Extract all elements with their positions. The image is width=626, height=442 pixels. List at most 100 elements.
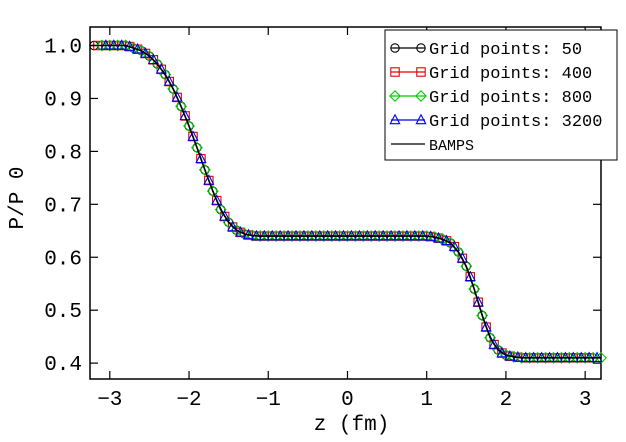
data-point — [226, 220, 239, 232]
data-point — [396, 230, 409, 243]
data-point — [155, 62, 167, 74]
data-point — [246, 229, 259, 242]
data-point — [476, 309, 489, 322]
data-point — [464, 270, 476, 282]
legend-marker — [390, 67, 400, 77]
data-point — [488, 338, 500, 349]
y-axis-label: P/P 0 — [7, 166, 30, 229]
data-point — [460, 260, 473, 273]
data-point — [278, 230, 291, 243]
x-tick-label: 3 — [579, 389, 592, 412]
data-point — [531, 351, 544, 364]
data-point — [468, 283, 481, 295]
data-point — [151, 58, 164, 71]
data-point — [301, 230, 314, 243]
data-point — [184, 121, 194, 131]
data-point — [187, 130, 199, 141]
legend-marker — [389, 113, 401, 125]
data-point — [192, 142, 202, 153]
data-point — [507, 350, 520, 363]
data-point — [309, 230, 322, 243]
data-point — [389, 230, 401, 243]
legend-item: BAMPS — [391, 138, 474, 155]
data-point — [254, 230, 267, 243]
data-point — [420, 230, 433, 243]
x-axis-label: z (fm) — [314, 414, 390, 437]
data-point — [579, 351, 592, 364]
data-point — [190, 141, 203, 154]
data-point — [176, 101, 186, 112]
data-point — [262, 230, 275, 243]
data-point — [469, 284, 479, 294]
legend-item: Grid points: 800 — [389, 89, 592, 108]
y-tick-label: 0.8 — [44, 142, 82, 165]
data-point — [111, 39, 124, 52]
data-point — [373, 230, 386, 243]
data-point — [195, 152, 207, 164]
data-point — [183, 120, 196, 132]
data-point — [175, 100, 188, 113]
data-point — [480, 320, 492, 332]
legend-label: Grid points: 50 — [429, 41, 582, 60]
data-point — [208, 186, 218, 196]
x-tick-label: 2 — [500, 389, 513, 412]
data-point — [293, 230, 306, 243]
y-tick-label: 1.0 — [44, 37, 82, 60]
x-tick-label: 0 — [341, 389, 354, 412]
legend-marker — [389, 90, 401, 102]
data-point — [179, 109, 191, 121]
data-point — [163, 75, 175, 86]
data-point — [571, 351, 584, 364]
data-point — [214, 203, 227, 216]
legend-marker — [415, 90, 427, 102]
data-point — [317, 230, 330, 243]
data-point — [206, 185, 219, 198]
data-point — [200, 165, 210, 175]
data-point — [203, 174, 215, 185]
legend-marker — [415, 113, 427, 125]
legend-marker — [416, 43, 426, 53]
data-point — [496, 346, 508, 358]
x-tick-label: 1 — [420, 389, 433, 412]
data-point — [349, 230, 362, 243]
data-point — [341, 230, 354, 243]
data-point — [325, 230, 338, 243]
legend-item: Grid points: 50 — [390, 41, 582, 60]
data-point — [539, 351, 552, 364]
y-tick-label: 0.6 — [44, 248, 82, 271]
series-layer — [89, 39, 607, 364]
data-point — [456, 251, 468, 263]
data-point — [147, 53, 159, 65]
y-tick-label: 0.4 — [44, 354, 82, 377]
data-point — [103, 39, 116, 52]
data-point — [365, 230, 378, 243]
data-point — [555, 351, 568, 364]
series-line — [90, 44, 601, 359]
data-point — [523, 351, 536, 364]
data-point — [472, 295, 484, 307]
data-point — [357, 230, 370, 243]
data-point — [95, 39, 108, 52]
data-point — [219, 210, 231, 221]
x-tick-label: −3 — [97, 389, 122, 412]
data-point — [198, 163, 211, 176]
data-point — [381, 230, 394, 243]
legend-label: Grid points: 400 — [429, 65, 592, 84]
data-point — [171, 91, 183, 102]
data-point — [515, 351, 528, 364]
data-point — [270, 230, 283, 243]
legend-label: BAMPS — [429, 138, 474, 155]
data-point — [333, 230, 346, 243]
data-point — [477, 310, 487, 321]
data-point — [404, 230, 417, 243]
y-tick-label: 0.9 — [44, 89, 82, 112]
y-tick-label: 0.5 — [44, 301, 82, 324]
data-point — [412, 230, 425, 243]
legend-marker — [416, 67, 426, 77]
ticks-layer: −3 −2 −1 0 1 2 3 0.4 0.5 0.6 0.7 0.8 0.9 1.0 — [44, 27, 601, 412]
legend-label: Grid points: 3200 — [429, 113, 602, 132]
data-point — [484, 331, 497, 344]
data-point — [563, 351, 576, 364]
